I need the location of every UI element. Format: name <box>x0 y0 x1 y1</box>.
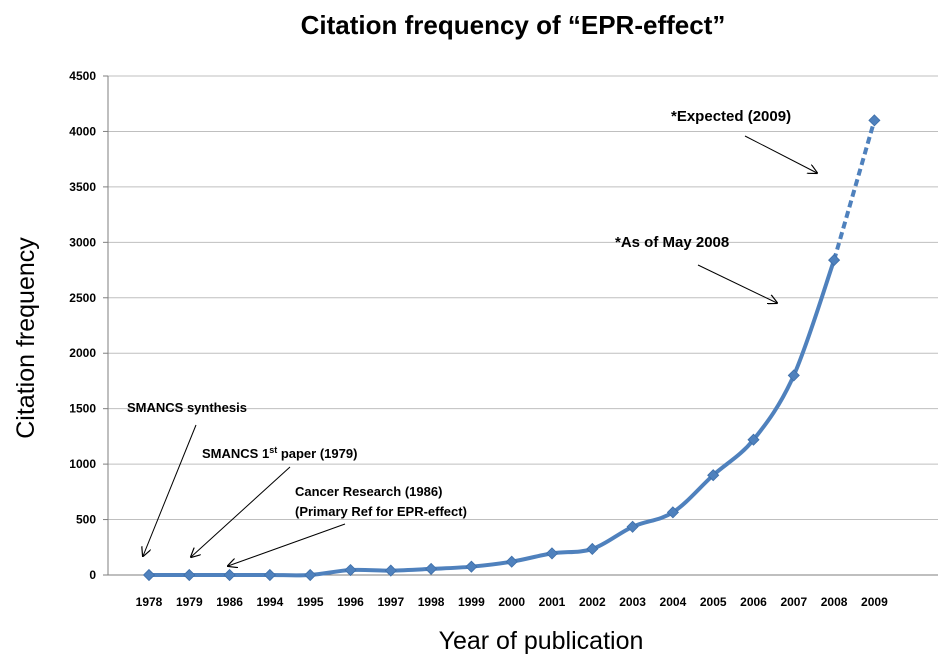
x-tick-label: 1986 <box>216 595 243 609</box>
x-tick-label: 1995 <box>297 595 324 609</box>
data-point-2005 <box>707 469 720 482</box>
chart-title: Citation frequency of “EPR-effect” <box>301 10 726 40</box>
arrow-smancs-synthesis <box>143 424 197 556</box>
x-tick-labels: 1978 1979 1986 1994 1995 1996 1997 1998 1999 2000… <box>136 595 888 609</box>
y-tick-label: 2000 <box>69 346 96 360</box>
annotation-cancer-research-2: (Primary Ref for EPR-effect) <box>295 504 467 519</box>
arrow-as-of <box>697 264 777 303</box>
data-point-2001 <box>545 547 559 560</box>
y-tick-label: 1500 <box>69 402 96 416</box>
data-point-1978 <box>142 568 156 582</box>
y-tick-label: 1000 <box>69 457 96 471</box>
y-axis-label: Citation frequency <box>12 237 40 439</box>
arrow-cancer-research <box>228 523 346 566</box>
series-markers <box>142 114 881 582</box>
annotation-expected: *Expected (2009) <box>671 108 791 125</box>
data-point-2004 <box>666 506 679 519</box>
x-tick-label: 2007 <box>780 595 807 609</box>
y-tick-label: 3500 <box>69 180 96 194</box>
x-tick-label: 2001 <box>539 595 566 609</box>
y-tick-label: 0 <box>89 568 96 582</box>
data-point-2008 <box>828 254 841 267</box>
x-tick-label: 2003 <box>619 595 646 609</box>
x-tick-label: 2009 <box>861 595 888 609</box>
arrow-expected <box>744 135 817 173</box>
data-point-1979 <box>183 568 196 582</box>
data-point-2000 <box>505 555 518 568</box>
x-tick-label: 1978 <box>136 595 163 609</box>
x-axis-label: Year of publication <box>439 627 644 655</box>
data-point-2009 <box>868 114 881 127</box>
y-tick-label: 4500 <box>69 69 96 83</box>
annotation-cancer-research-1: Cancer Research (1986) <box>295 484 442 499</box>
data-point-2007 <box>787 369 800 382</box>
annotation-as-of: *As of May 2008 <box>615 234 729 251</box>
x-tick-label: 1998 <box>418 595 445 609</box>
y-tick-label: 3000 <box>69 235 96 249</box>
data-point-2002 <box>586 542 599 556</box>
x-tick-label: 2000 <box>498 595 525 609</box>
data-point-2003 <box>626 520 639 533</box>
x-tick-label: 2004 <box>660 595 687 609</box>
x-tick-label: 1996 <box>337 595 364 609</box>
data-point-1994 <box>263 568 276 582</box>
series-line-dashed <box>832 119 877 261</box>
gridlines <box>103 75 938 576</box>
annotation-smancs-synthesis: SMANCS synthesis <box>127 400 247 415</box>
x-tick-label: 2005 <box>700 595 727 609</box>
y-tick-label: 2500 <box>69 291 96 305</box>
x-tick-label: 1999 <box>458 595 485 609</box>
data-point-1996 <box>344 563 357 577</box>
x-tick-label: 1997 <box>377 595 404 609</box>
annotations: *Expected (2009) *As of May 2008 SMANCS … <box>127 108 817 566</box>
annotation-smancs-paper: SMANCS 1st paper (1979) <box>202 445 357 461</box>
x-tick-label: 2002 <box>579 595 606 609</box>
series-line-solid <box>147 258 837 578</box>
y-tick-label: 4000 <box>69 124 96 138</box>
y-tick-label: 500 <box>76 513 96 527</box>
series-line <box>147 119 877 578</box>
x-tick-label: 1979 <box>176 595 203 609</box>
data-point-1986 <box>223 568 236 582</box>
y-tick-labels: 0 500 1000 1500 2000 2500 3000 3500 4000 4500 <box>69 69 96 582</box>
x-tick-label: 2008 <box>821 595 848 609</box>
data-point-1997 <box>384 564 397 577</box>
data-point-2006 <box>747 433 760 446</box>
arrow-smancs-paper <box>191 466 291 557</box>
data-point-1998 <box>425 562 438 575</box>
x-tick-label: 1994 <box>257 595 284 609</box>
x-tick-label: 2006 <box>740 595 767 609</box>
data-point-1995 <box>304 568 317 582</box>
data-point-1999 <box>465 560 478 573</box>
